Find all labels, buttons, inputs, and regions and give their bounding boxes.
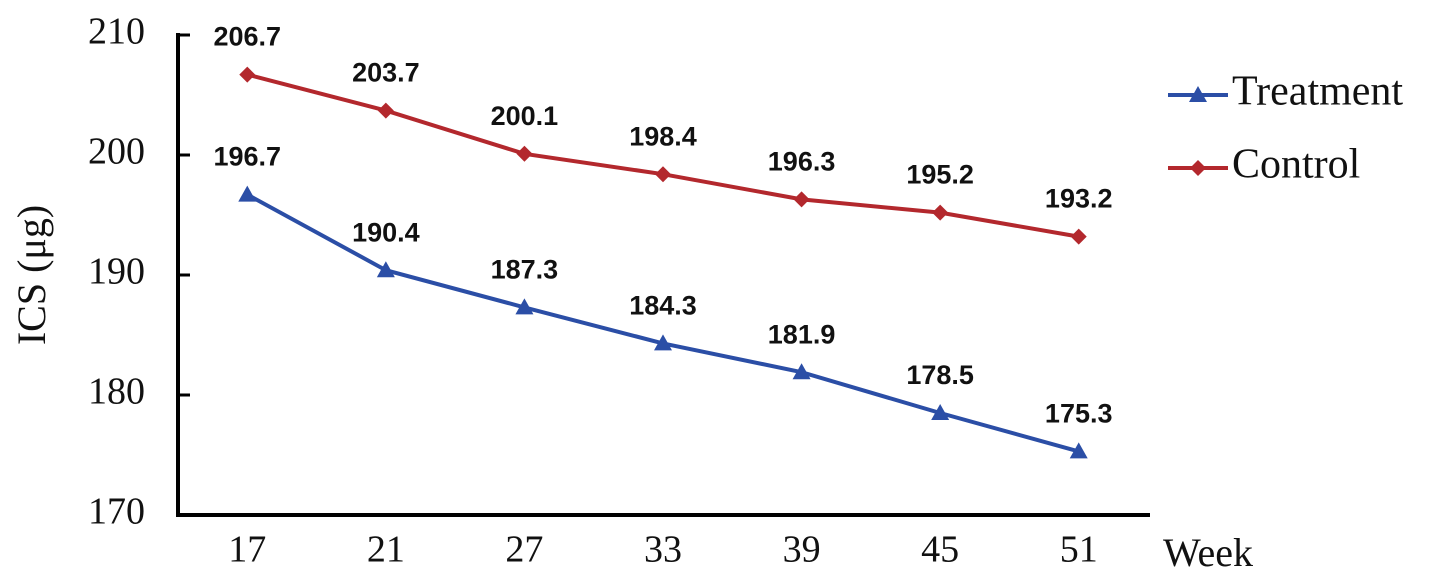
data-point: [932, 204, 949, 221]
data-label: 184.3: [629, 291, 697, 321]
data-point: [515, 298, 534, 315]
data-point: [1070, 228, 1087, 245]
y-tick-label: 200: [88, 131, 145, 173]
x-tick-label: 39: [783, 529, 821, 571]
legend-label: Control: [1232, 142, 1360, 188]
x-tick-label: 45: [921, 529, 959, 571]
data-point: [654, 334, 672, 351]
data-label: 190.4: [352, 217, 420, 247]
data-label: 181.9: [768, 319, 836, 349]
legend-label: Treatment: [1232, 69, 1403, 115]
data-point: [377, 102, 394, 119]
data-point: [1069, 442, 1088, 459]
data-point: [793, 191, 810, 208]
data-label: 178.5: [906, 360, 974, 390]
data-point: [238, 185, 257, 202]
x-axis-label: Week: [1163, 530, 1253, 575]
y-tick-label: 210: [88, 11, 145, 53]
data-point: [239, 66, 256, 83]
y-axis-label: ICS (μg): [9, 205, 54, 345]
data-label: 198.4: [629, 121, 697, 151]
series-line: [246, 72, 1080, 239]
legend-marker: [1189, 86, 1207, 102]
x-tick-label: 17: [228, 529, 266, 571]
y-tick-label: 180: [88, 371, 145, 413]
x-tick-label: 51: [1060, 529, 1098, 571]
data-point: [792, 363, 811, 380]
y-tick-label: 170: [88, 491, 145, 533]
data-label: 206.7: [213, 22, 281, 52]
data-label: 187.3: [491, 255, 559, 285]
data-label: 175.3: [1045, 399, 1113, 429]
data-point: [655, 166, 671, 183]
legend-marker: [1190, 160, 1206, 176]
data-point: [376, 261, 395, 278]
x-tick-label: 21: [367, 529, 405, 571]
data-label: 195.2: [906, 160, 974, 190]
data-label: 196.3: [768, 147, 836, 177]
data-label: 196.7: [213, 142, 281, 172]
data-label: 200.1: [491, 101, 559, 131]
data-label: 203.7: [352, 58, 420, 88]
x-tick-label: 33: [644, 529, 682, 571]
x-tick-label: 27: [505, 529, 543, 571]
y-tick-label: 190: [88, 251, 145, 293]
data-point: [516, 145, 533, 162]
data-point: [931, 404, 950, 420]
data-label: 193.2: [1045, 184, 1113, 214]
